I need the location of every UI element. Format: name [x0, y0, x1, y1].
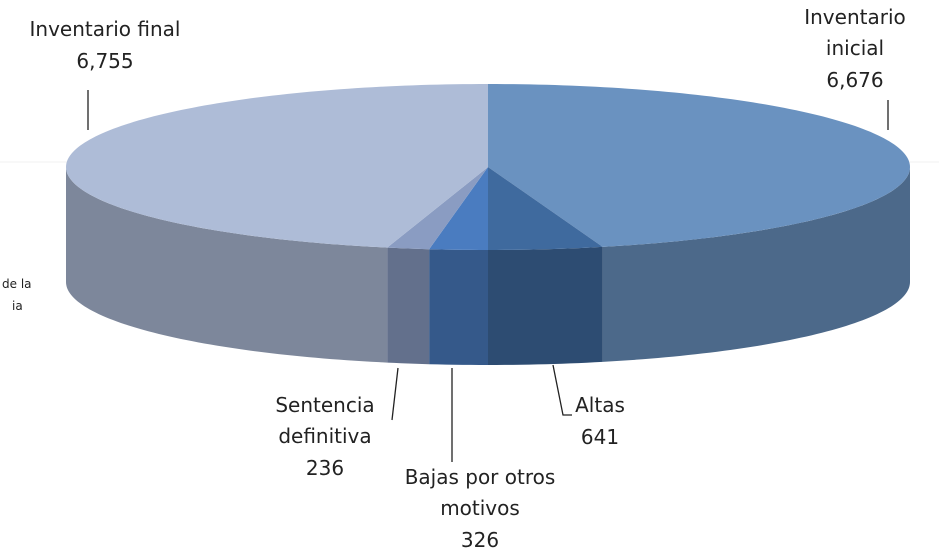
- value-label: 326: [461, 528, 499, 552]
- label-line: Sentencia: [275, 393, 374, 417]
- slice-label: Bajas por otros motivos: [405, 465, 556, 520]
- cropped-text: ia: [12, 299, 23, 313]
- slice: [66, 84, 488, 248]
- label-line: Inventario: [804, 5, 906, 29]
- value-label: 641: [581, 425, 619, 449]
- value-label: 236: [306, 456, 344, 480]
- value-label: 6,676: [826, 68, 883, 92]
- label-line: Inventario final: [30, 17, 181, 41]
- leader-line: [552, 364, 572, 416]
- slice: [488, 167, 603, 250]
- slice: [429, 167, 488, 250]
- label-line: Bajas por otros: [405, 465, 556, 489]
- slice: [488, 84, 910, 247]
- label-line: motivos: [440, 496, 520, 520]
- slice-label: Inventario inicial: [804, 5, 906, 60]
- slice-label: Inventario final: [30, 17, 181, 41]
- label-line: definitiva: [278, 424, 371, 448]
- slice-label: Sentencia definitiva: [275, 393, 374, 448]
- slice-side: [387, 247, 430, 365]
- slice-side: [488, 246, 603, 365]
- label-line: inicial: [826, 36, 884, 60]
- cropped-text: de la: [2, 277, 32, 291]
- slice: [387, 167, 488, 250]
- value-label: 6,755: [76, 49, 133, 73]
- slice-side: [429, 249, 488, 365]
- label-line: Altas: [575, 393, 625, 417]
- slice-side: [66, 167, 388, 363]
- leader-line: [391, 367, 399, 421]
- slice-side: [602, 167, 910, 362]
- slice-label: Altas: [575, 393, 625, 417]
